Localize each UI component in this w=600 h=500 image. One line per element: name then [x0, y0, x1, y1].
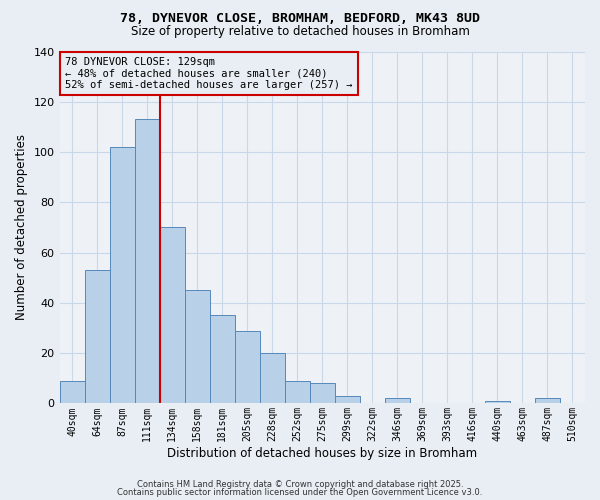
Bar: [59, 381, 85, 404]
Bar: [110, 147, 134, 404]
Bar: [235, 330, 260, 404]
Text: Contains HM Land Registry data © Crown copyright and database right 2025.: Contains HM Land Registry data © Crown c…: [137, 480, 463, 489]
Bar: [160, 228, 185, 404]
Bar: [285, 381, 310, 404]
Text: Contains public sector information licensed under the Open Government Licence v3: Contains public sector information licen…: [118, 488, 482, 497]
Bar: [85, 270, 110, 404]
Y-axis label: Number of detached properties: Number of detached properties: [15, 134, 28, 320]
Bar: [485, 401, 510, 404]
Bar: [335, 396, 360, 404]
Bar: [209, 316, 235, 404]
Bar: [260, 353, 285, 404]
Bar: [134, 120, 160, 404]
Bar: [185, 290, 209, 404]
X-axis label: Distribution of detached houses by size in Bromham: Distribution of detached houses by size …: [167, 447, 478, 460]
Text: 78 DYNEVOR CLOSE: 129sqm
← 48% of detached houses are smaller (240)
52% of semi-: 78 DYNEVOR CLOSE: 129sqm ← 48% of detach…: [65, 57, 352, 90]
Bar: [385, 398, 410, 404]
Text: Size of property relative to detached houses in Bromham: Size of property relative to detached ho…: [131, 25, 469, 38]
Bar: [310, 384, 335, 404]
Text: 78, DYNEVOR CLOSE, BROMHAM, BEDFORD, MK43 8UD: 78, DYNEVOR CLOSE, BROMHAM, BEDFORD, MK4…: [120, 12, 480, 26]
Bar: [535, 398, 560, 404]
